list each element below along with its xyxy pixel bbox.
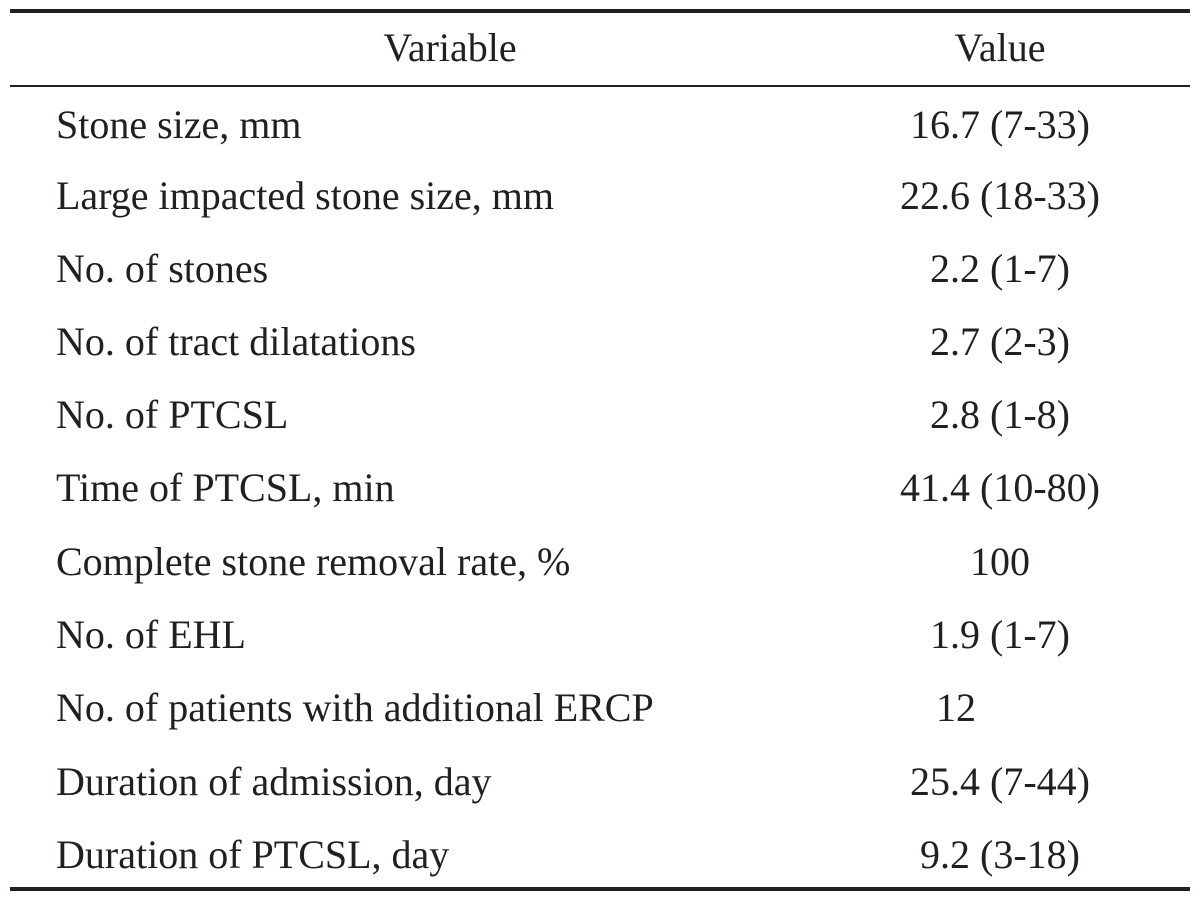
row-variable: No. of stones (56, 246, 269, 291)
table-top-rule (10, 9, 1190, 13)
row-variable: Duration of admission, day (56, 759, 492, 804)
row-variable: No. of patients with additional ERCP (56, 685, 654, 730)
row-variable: Complete stone removal rate, % (56, 539, 571, 584)
row-value: 9.2 (3-18) (920, 832, 1080, 877)
row-value: 12 (936, 685, 976, 730)
row-variable: Duration of PTCSL, day (56, 832, 450, 877)
row-variable: Stone size, mm (56, 102, 302, 147)
row-value: 2.8 (1-8) (930, 392, 1070, 437)
row-value: 22.6 (18-33) (900, 173, 1100, 218)
row-value: 100 (970, 539, 1030, 584)
row-variable: No. of EHL (56, 612, 246, 657)
header-variable: Variable (383, 25, 517, 70)
row-variable: Time of PTCSL, min (56, 465, 395, 510)
header-value: Value (954, 25, 1046, 70)
row-variable: No. of PTCSL (56, 392, 289, 437)
row-value: 2.7 (2-3) (930, 319, 1070, 364)
table-header-rule (10, 85, 1190, 87)
row-value: 25.4 (7-44) (910, 759, 1090, 804)
row-value: 16.7 (7-33) (910, 102, 1090, 147)
table-bottom-rule (10, 887, 1190, 891)
row-value: 1.9 (1-7) (930, 612, 1070, 657)
row-variable: Large impacted stone size, mm (56, 173, 554, 218)
row-variable: No. of tract dilatations (56, 319, 416, 364)
row-value: 41.4 (10-80) (900, 465, 1100, 510)
row-value: 2.2 (1-7) (930, 246, 1070, 291)
